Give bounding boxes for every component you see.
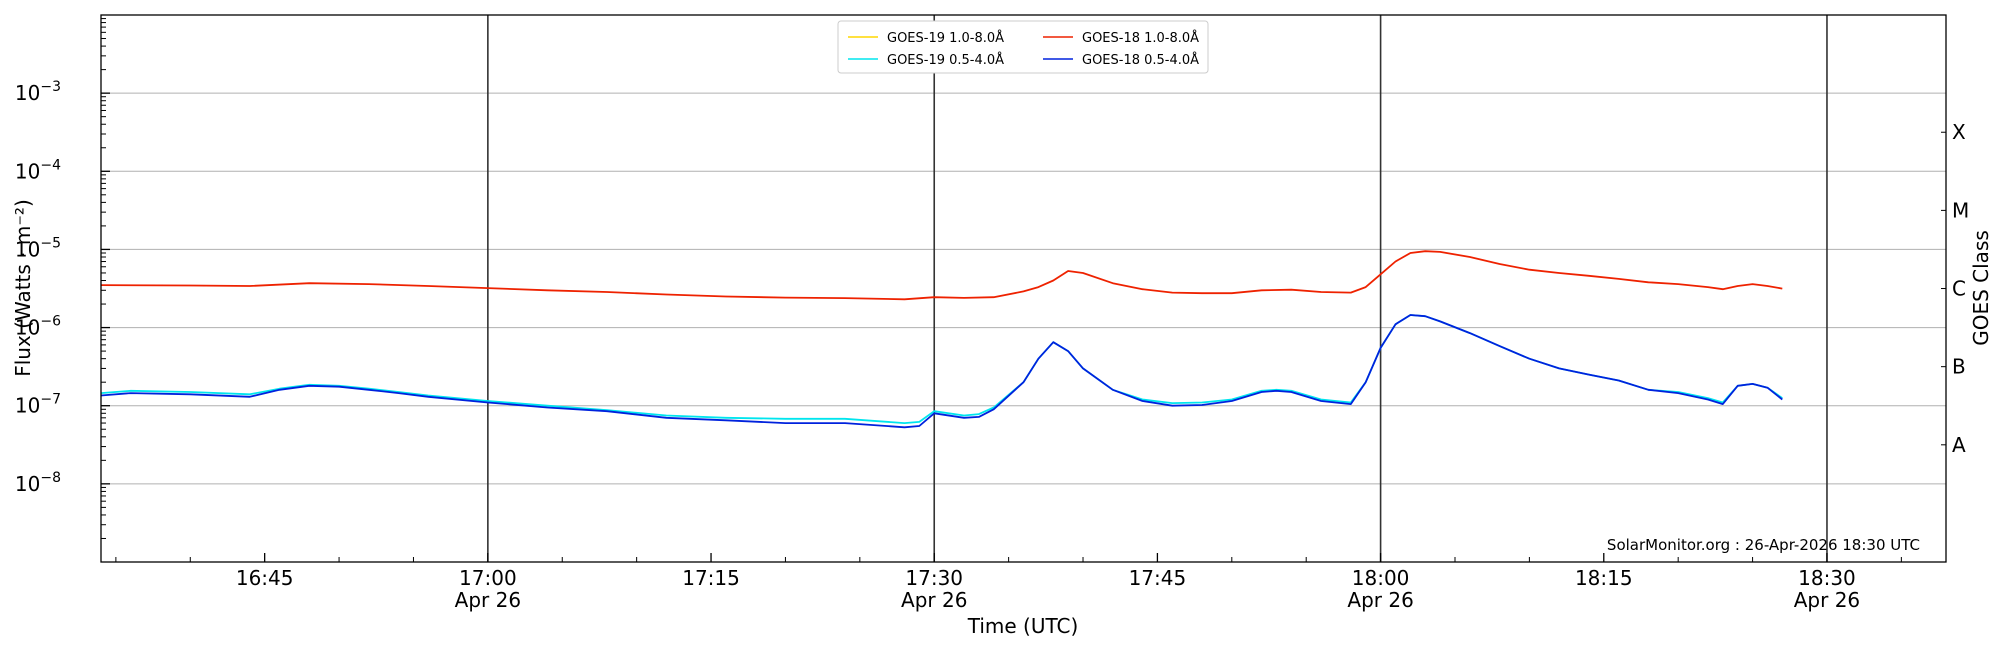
x-tick-label: 17:45 <box>1129 566 1187 590</box>
horizontal-grid <box>101 92 1946 485</box>
x-tick-date: Apr 26 <box>901 588 967 612</box>
y-tick-label: 10−7 <box>15 392 61 418</box>
goes-class-a: A <box>1952 433 1966 457</box>
x-tick-label: 16:45 <box>236 566 294 590</box>
x-axis-label: Time (UTC) <box>967 614 1079 638</box>
y-tick-label: 10−5 <box>15 235 61 261</box>
goes-class-b: B <box>1952 355 1966 379</box>
x-tick-label: 18:15 <box>1575 566 1633 590</box>
credit-text: SolarMonitor.org : 26-Apr-2026 18:30 UTC <box>1607 536 1920 554</box>
legend-label: GOES-18 1.0-8.0Å <box>1082 30 1199 46</box>
y-tick-label: 10−8 <box>15 470 61 496</box>
goes-class-labels: A B C M X <box>1941 120 1969 457</box>
series-lines <box>100 250 1783 429</box>
x-tick-label: 17:00 <box>459 566 517 590</box>
goes-class-m: M <box>1952 198 1969 222</box>
x-tick-label: 18:30 <box>1798 566 1856 590</box>
y-tick-label: 10−3 <box>15 79 61 105</box>
legend-label: GOES-19 1.0-8.0Å <box>887 30 1004 46</box>
y-axis-ticks: 10−8 10−7 10−6 10−5 10−4 10−3 <box>15 18 110 539</box>
legend-label: GOES-19 0.5-4.0Å <box>887 52 1004 68</box>
x-tick-date: Apr 26 <box>1794 588 1860 612</box>
y-axis-label: Flux (Watts · m⁻²) <box>11 199 35 377</box>
legend-box <box>837 20 1209 74</box>
goes-class-x: X <box>1952 120 1966 144</box>
right-axis-label: GOES Class <box>1969 230 1993 346</box>
series-goes-18-1-0-8-0 <box>100 250 1783 301</box>
series-goes-18-0-5-4-0 <box>100 314 1783 429</box>
legend-label: GOES-18 0.5-4.0Å <box>1082 52 1199 68</box>
x-tick-date: Apr 26 <box>1347 588 1413 612</box>
x-tick-label: 18:00 <box>1352 566 1410 590</box>
x-tick-label: 17:15 <box>682 566 740 590</box>
x-tick-date: Apr 26 <box>455 588 521 612</box>
x-tick-label: 17:30 <box>905 566 963 590</box>
goes-class-c: C <box>1952 277 1966 301</box>
y-tick-label: 10−4 <box>15 157 61 183</box>
y-tick-label: 10−6 <box>15 314 61 340</box>
legend: GOES-19 1.0-8.0Å GOES-19 0.5-4.0Å GOES-18 … <box>837 20 1209 74</box>
plot-background <box>101 15 1946 562</box>
